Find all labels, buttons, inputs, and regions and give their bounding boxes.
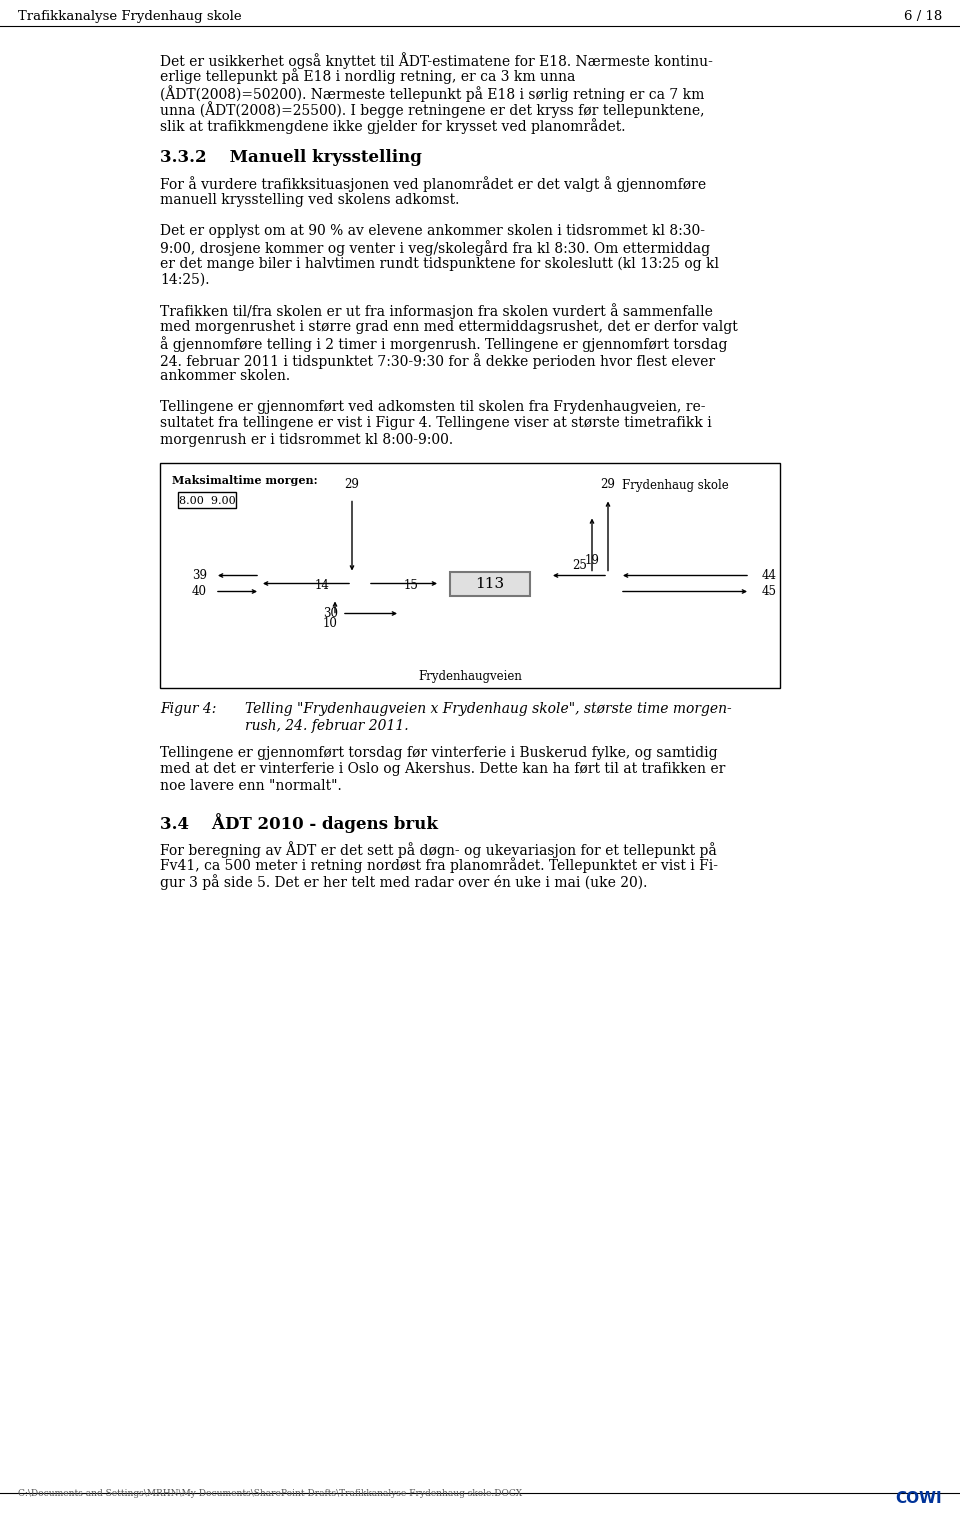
- Text: 29: 29: [345, 479, 359, 491]
- Text: 14:25).: 14:25).: [160, 273, 209, 286]
- Text: 19: 19: [585, 554, 599, 568]
- Bar: [178, 491, 236, 508]
- Text: Frydenhaugveien: Frydenhaugveien: [418, 671, 522, 683]
- Text: 3.4    ÅDT 2010 - dagens bruk: 3.4 ÅDT 2010 - dagens bruk: [160, 814, 438, 833]
- Text: 113: 113: [475, 577, 505, 591]
- Text: Tellingene er gjennomført torsdag før vinterferie i Buskerud fylke, og samtidig: Tellingene er gjennomført torsdag før vi…: [160, 745, 718, 759]
- Text: unna (ÅDT(2008)=25500). I begge retningene er det kryss før tellepunktene,: unna (ÅDT(2008)=25500). I begge retninge…: [160, 102, 705, 118]
- Bar: [450, 571, 530, 595]
- Text: 10: 10: [324, 617, 338, 630]
- Text: Frydenhaug skole: Frydenhaug skole: [622, 479, 729, 491]
- Text: Tellingene er gjennomført ved adkomsten til skolen fra Frydenhaugveien, re-: Tellingene er gjennomført ved adkomsten …: [160, 400, 706, 414]
- Text: Maksimaltime morgen:: Maksimaltime morgen:: [172, 476, 318, 486]
- Text: 30: 30: [323, 608, 338, 620]
- Text: Det er opplyst om at 90 % av elevene ankommer skolen i tidsrommet kl 8:30-: Det er opplyst om at 90 % av elevene ank…: [160, 224, 705, 238]
- Text: 14: 14: [315, 579, 330, 592]
- Text: gur 3 på side 5. Det er her telt med radar over én uke i mai (uke 20).: gur 3 på side 5. Det er her telt med rad…: [160, 874, 647, 889]
- Text: 25: 25: [572, 559, 588, 573]
- Text: 15: 15: [404, 579, 419, 592]
- Text: manuell krysstelling ved skolens adkomst.: manuell krysstelling ved skolens adkomst…: [160, 192, 460, 208]
- Text: For beregning av ÅDT er det sett på døgn- og ukevariasjon for et tellepunkt på: For beregning av ÅDT er det sett på døgn…: [160, 841, 717, 857]
- Text: Det er usikkerhet også knyttet til ÅDT-estimatene for E18. Nærmeste kontinu-: Det er usikkerhet også knyttet til ÅDT-e…: [160, 52, 713, 68]
- Text: ankommer skolen.: ankommer skolen.: [160, 370, 290, 383]
- Text: Figur 4:: Figur 4:: [160, 703, 216, 717]
- Text: erlige tellepunkt på E18 i nordlig retning, er ca 3 km unna: erlige tellepunkt på E18 i nordlig retni…: [160, 68, 575, 85]
- Text: 9:00, drosjene kommer og venter i veg/skolegård fra kl 8:30. Om ettermiddag: 9:00, drosjene kommer og venter i veg/sk…: [160, 239, 710, 256]
- Text: rush, 24. februar 2011.: rush, 24. februar 2011.: [245, 720, 409, 733]
- Text: med at det er vinterferie i Oslo og Akershus. Dette kan ha ført til at trafikken: med at det er vinterferie i Oslo og Aker…: [160, 762, 726, 776]
- Text: slik at trafikkmengdene ikke gjelder for krysset ved planområdet.: slik at trafikkmengdene ikke gjelder for…: [160, 118, 626, 133]
- Text: Trafikken til/fra skolen er ut fra informasjon fra skolen vurdert å sammenfalle: Trafikken til/fra skolen er ut fra infor…: [160, 303, 713, 320]
- Text: er det mange biler i halvtimen rundt tidspunktene for skoleslutt (kl 13:25 og kl: er det mange biler i halvtimen rundt tid…: [160, 256, 719, 271]
- Text: å gjennomføre telling i 2 timer i morgenrush. Tellingene er gjennomført torsdag: å gjennomføre telling i 2 timer i morgen…: [160, 336, 728, 353]
- Text: 8.00  9.00: 8.00 9.00: [179, 495, 235, 506]
- Text: (ÅDT(2008)=50200). Nærmeste tellepunkt på E18 i sørlig retning er ca 7 km: (ÅDT(2008)=50200). Nærmeste tellepunkt p…: [160, 85, 705, 102]
- Text: COWI: COWI: [896, 1491, 942, 1506]
- Text: 29: 29: [601, 479, 615, 491]
- Text: C:\Documents and Settings\MRHN\My Documents\SharePoint Drafts\Trafikkanalyse Fry: C:\Documents and Settings\MRHN\My Docume…: [18, 1489, 522, 1498]
- Text: Telling "Frydenhaugveien x Frydenhaug skole", største time morgen-: Telling "Frydenhaugveien x Frydenhaug sk…: [245, 703, 732, 717]
- Text: 45: 45: [762, 585, 777, 598]
- Text: sultatet fra tellingene er vist i Figur 4. Tellingene viser at største timetrafi: sultatet fra tellingene er vist i Figur …: [160, 417, 711, 430]
- Text: 39: 39: [192, 570, 207, 582]
- Text: 24. februar 2011 i tidspunktet 7:30-9:30 for å dekke perioden hvor flest elever: 24. februar 2011 i tidspunktet 7:30-9:30…: [160, 353, 715, 368]
- Text: For å vurdere trafikksituasjonen ved planområdet er det valgt å gjennomføre: For å vurdere trafikksituasjonen ved pla…: [160, 177, 707, 192]
- Text: 6 / 18: 6 / 18: [903, 11, 942, 23]
- Text: noe lavere enn "normalt".: noe lavere enn "normalt".: [160, 779, 342, 792]
- Bar: [160, 464, 780, 688]
- Text: 40: 40: [192, 585, 207, 598]
- Text: Fv41, ca 500 meter i retning nordøst fra planområdet. Tellepunktet er vist i Fi-: Fv41, ca 500 meter i retning nordøst fra…: [160, 857, 718, 873]
- Text: 44: 44: [762, 570, 777, 582]
- Text: 3.3.2    Manuell krysstelling: 3.3.2 Manuell krysstelling: [160, 148, 421, 165]
- Text: morgenrush er i tidsrommet kl 8:00-9:00.: morgenrush er i tidsrommet kl 8:00-9:00.: [160, 433, 453, 447]
- Text: Trafikkanalyse Frydenhaug skole: Trafikkanalyse Frydenhaug skole: [18, 11, 242, 23]
- Text: med morgenrushet i større grad enn med ettermiddagsrushet, det er derfor valgt: med morgenrushet i større grad enn med e…: [160, 320, 737, 333]
